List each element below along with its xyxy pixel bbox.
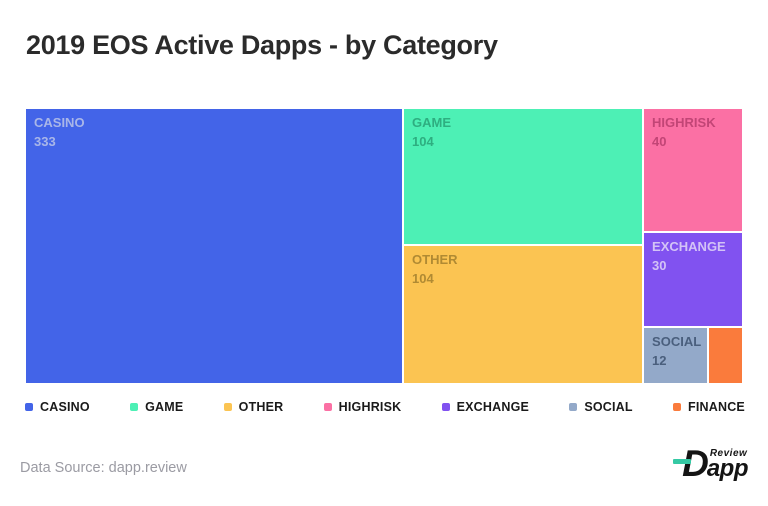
data-source-label: Data Source: dapp.review bbox=[20, 460, 187, 476]
block-category-name: CASINO bbox=[34, 115, 85, 130]
legend-item-social[interactable]: SOCIAL bbox=[569, 400, 633, 414]
dapp-review-logo: D Review app bbox=[673, 445, 749, 482]
chart-title: 2019 EOS Active Dapps - by Category bbox=[26, 30, 498, 60]
legend-item-other[interactable]: OTHER bbox=[223, 400, 284, 414]
block-category-name: EXCHANGE bbox=[652, 239, 726, 254]
legend-label: HIGHRISK bbox=[338, 400, 402, 414]
legend-marker-icon bbox=[25, 403, 33, 411]
logo-app-text: app bbox=[706, 455, 749, 482]
treemap-block-highrisk[interactable]: HIGHRISK 40 bbox=[643, 108, 743, 232]
plus-icon bbox=[673, 459, 692, 464]
treemap-block-other[interactable]: OTHER 104 bbox=[403, 245, 644, 384]
treemap-block-exchange[interactable]: EXCHANGE 30 bbox=[643, 232, 743, 327]
block-value: 104 bbox=[412, 270, 434, 286]
block-category-name: HIGHRISK bbox=[652, 115, 716, 130]
legend-item-finance[interactable]: FINANCE bbox=[673, 400, 745, 414]
block-value: 40 bbox=[652, 133, 667, 149]
treemap-block-social[interactable]: SOCIAL 12 bbox=[643, 327, 709, 384]
block-value: 12 bbox=[652, 352, 667, 368]
treemap-chart: CASINO 333 GAME 104 OTHER 104 HIGHRISK 40 EXCHAN… bbox=[25, 108, 743, 384]
treemap-block-game[interactable]: GAME 104 bbox=[403, 108, 644, 245]
block-value: 333 bbox=[34, 133, 56, 149]
legend-item-exchange[interactable]: EXCHANGE bbox=[441, 400, 530, 414]
legend-item-highrisk[interactable]: HIGHRISK bbox=[323, 400, 402, 414]
block-category-name: OTHER bbox=[412, 252, 458, 267]
block-category-name: SOCIAL bbox=[652, 334, 702, 349]
legend-marker-icon bbox=[130, 403, 139, 411]
legend-item-game[interactable]: GAME bbox=[130, 400, 183, 414]
legend-marker-icon bbox=[569, 403, 578, 411]
legend-item-casino[interactable]: CASINO bbox=[25, 400, 90, 414]
logo-text-group: Review app bbox=[706, 446, 749, 482]
legend-marker-icon bbox=[673, 403, 681, 411]
legend-label: GAME bbox=[145, 400, 184, 414]
treemap-block-casino[interactable]: CASINO 333 bbox=[25, 108, 404, 384]
logo-review-text: Review bbox=[709, 448, 748, 459]
legend-marker-icon bbox=[441, 403, 450, 411]
block-value: 30 bbox=[652, 257, 667, 273]
treemap-block-finance[interactable] bbox=[708, 327, 743, 384]
legend-label: OTHER bbox=[238, 400, 284, 414]
legend-label: EXCHANGE bbox=[456, 400, 530, 414]
legend: CASINO GAME OTHER HIGHRISK EXCHANGE SOCIAL FIN… bbox=[25, 400, 745, 414]
legend-marker-icon bbox=[223, 403, 232, 411]
legend-marker-icon bbox=[323, 403, 332, 411]
legend-label: FINANCE bbox=[688, 400, 745, 414]
legend-label: CASINO bbox=[40, 400, 90, 414]
block-category-name: GAME bbox=[412, 115, 452, 130]
block-value: 104 bbox=[412, 133, 434, 149]
legend-label: SOCIAL bbox=[584, 400, 633, 414]
